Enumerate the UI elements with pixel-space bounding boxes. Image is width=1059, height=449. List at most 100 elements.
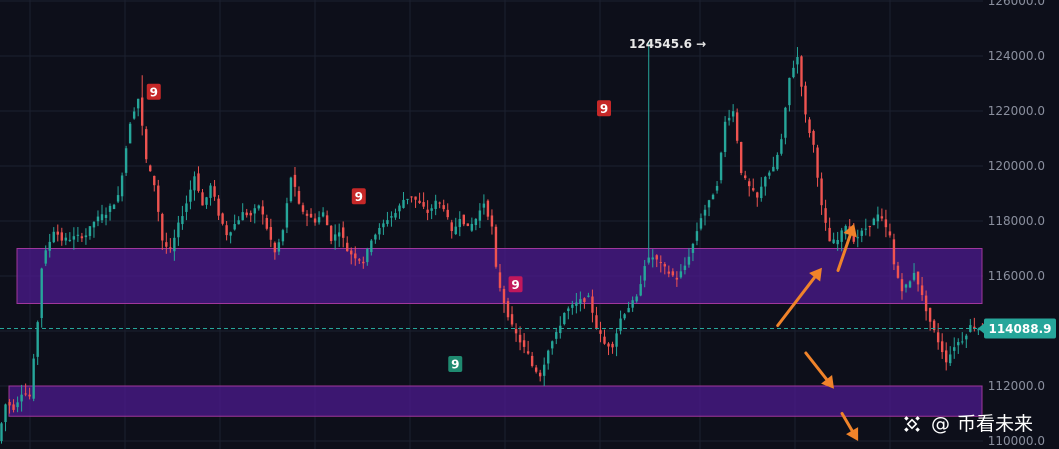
candle-body — [350, 250, 353, 255]
candle-body — [354, 253, 357, 259]
candle-body — [957, 342, 960, 346]
candle-body — [56, 231, 59, 235]
candle-body — [744, 175, 747, 179]
candle-body — [482, 203, 486, 208]
candle-body — [64, 237, 68, 241]
candle-body — [124, 148, 128, 173]
td-setup-label-box — [508, 276, 523, 293]
candle-body — [587, 295, 590, 297]
candle-body — [828, 227, 831, 242]
candle-body — [358, 259, 361, 261]
candle-body — [760, 186, 763, 199]
candle-body — [551, 341, 554, 349]
candle-body — [675, 277, 679, 280]
candle-body — [860, 230, 863, 236]
candle-body — [394, 213, 397, 218]
candle-body — [920, 285, 924, 296]
candle-body — [932, 320, 936, 331]
candle-body — [398, 205, 401, 212]
current-price-tag-bg — [984, 318, 1056, 339]
candle-body — [478, 210, 482, 221]
price-axis[interactable]: 110000.0112000.0114000.0116000.0118000.0… — [978, 0, 1056, 448]
candle-body — [824, 208, 827, 223]
candle-body — [92, 221, 96, 228]
candle-body — [655, 255, 658, 260]
candle-body — [876, 214, 880, 222]
candle-body — [185, 203, 188, 212]
candle-body — [502, 288, 506, 304]
candle-body — [72, 236, 76, 240]
candle-body — [173, 237, 176, 252]
candle-body — [406, 198, 409, 200]
projection-arrow-shaft — [776, 275, 817, 327]
zone-layer — [8, 248, 983, 417]
candle-body — [695, 231, 699, 241]
candle-body — [24, 393, 27, 395]
y-tick-label: 112000.0 — [988, 379, 1045, 393]
current-price-value: 114088.9 — [988, 322, 1051, 336]
candle-body — [538, 372, 542, 377]
candle-body — [36, 322, 39, 357]
candle-body — [756, 192, 759, 198]
candle-body — [591, 296, 594, 313]
candle-body — [474, 218, 478, 226]
candle-body — [780, 139, 783, 154]
candle-body — [201, 192, 204, 206]
candle-body — [651, 257, 654, 260]
candle-body — [177, 222, 180, 238]
candle-body — [366, 248, 369, 263]
candle-body — [462, 214, 465, 225]
candle-body — [945, 350, 948, 363]
projection-arrow-head — [809, 267, 822, 282]
candle-body — [450, 222, 453, 232]
candle-body — [880, 216, 884, 219]
candle-body — [120, 175, 124, 197]
projection-arrow-head — [846, 427, 859, 441]
candle-body — [321, 212, 325, 217]
candle-body — [908, 281, 912, 288]
projection-arrow-head — [843, 223, 857, 238]
candle-body — [844, 226, 847, 235]
candle-body — [896, 265, 900, 278]
candle-body — [679, 271, 683, 278]
candle-body — [301, 205, 305, 212]
high-price-label: 124545.6 → — [629, 37, 706, 51]
td-setup-label: 9 — [355, 190, 363, 204]
candle-body — [575, 302, 578, 306]
candle-body — [687, 256, 691, 265]
candle-body — [422, 202, 425, 207]
candle-body — [402, 199, 405, 208]
candle-body — [333, 234, 337, 241]
y-tick-label: 110000.0 — [988, 434, 1045, 448]
projection-arrow-shaft — [804, 351, 829, 381]
candle-body — [136, 98, 140, 109]
candle-body — [430, 208, 433, 211]
candle-body — [189, 189, 192, 202]
candle-body — [165, 242, 168, 247]
candle-body — [0, 423, 3, 442]
candle-body — [707, 200, 711, 208]
candle-body — [522, 340, 526, 347]
candle-body — [900, 279, 904, 292]
candle-body — [257, 205, 260, 209]
candle-body — [764, 176, 767, 187]
candle-body — [28, 394, 31, 397]
candle-body — [470, 223, 474, 231]
candle-body — [128, 123, 132, 144]
candle-body — [60, 232, 63, 241]
candle-body — [530, 355, 534, 366]
candle-body — [603, 336, 606, 344]
candle-body — [667, 271, 671, 274]
candle-body — [671, 271, 675, 276]
candle-body — [969, 325, 972, 332]
candle-body — [169, 247, 172, 249]
candle-body — [563, 312, 566, 325]
candle-body — [317, 217, 321, 223]
candle-body — [892, 239, 896, 265]
candle-body — [225, 225, 228, 236]
candle-body — [213, 186, 216, 197]
candle-body — [16, 402, 19, 408]
candle-body — [297, 191, 301, 204]
candle-body — [599, 330, 602, 334]
